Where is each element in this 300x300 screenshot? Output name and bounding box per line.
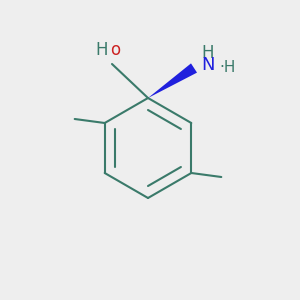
Text: ·H: ·H [219, 59, 236, 74]
Text: H: H [202, 44, 214, 62]
Polygon shape [148, 63, 197, 98]
Text: H: H [95, 41, 108, 59]
Text: o: o [110, 41, 120, 59]
Text: N: N [201, 56, 215, 74]
